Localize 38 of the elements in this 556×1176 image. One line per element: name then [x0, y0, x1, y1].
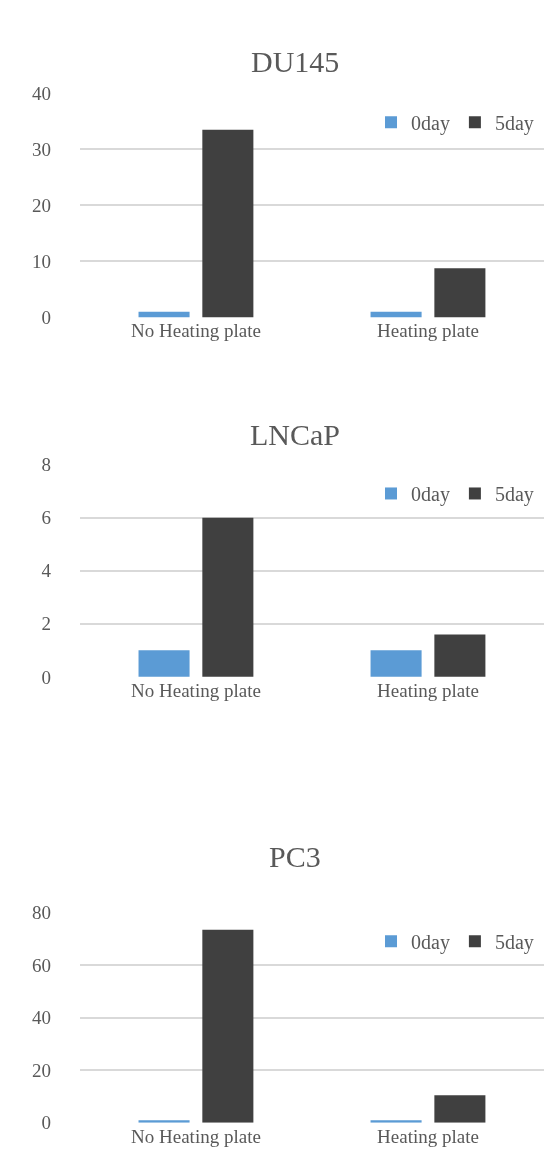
- y-tick-label: 0: [41, 307, 51, 329]
- legend-label: 5day: [494, 483, 534, 507]
- y-tick-label: 20: [31, 1059, 51, 1081]
- bar: [370, 650, 422, 677]
- y-tick-label: 0: [41, 666, 51, 688]
- bar: [202, 517, 254, 677]
- x-tick-label: Heating plate: [377, 320, 479, 342]
- y-tick-label: 60: [31, 954, 51, 976]
- bar: [202, 929, 254, 1123]
- bar: [434, 1095, 486, 1123]
- x-tick-label: No Heating plate: [131, 679, 261, 701]
- bar: [202, 129, 254, 318]
- y-tick-label: 8: [41, 454, 51, 476]
- legend-label: 5day: [494, 931, 534, 955]
- legend-label: 0day: [411, 112, 450, 136]
- chart-title: LNCaP: [250, 418, 340, 451]
- y-tick-label: 40: [31, 83, 51, 105]
- bar: [138, 650, 190, 677]
- legend-label: 0day: [411, 483, 450, 507]
- x-tick-label: Heating plate: [377, 1125, 479, 1147]
- chart-title: PC3: [269, 840, 321, 873]
- bar: [434, 268, 486, 318]
- x-tick-label: No Heating plate: [131, 320, 261, 342]
- y-tick-label: 40: [31, 1007, 51, 1029]
- y-tick-label: 0: [41, 1112, 51, 1134]
- y-tick-label: 4: [41, 560, 52, 582]
- y-tick-label: 30: [31, 139, 51, 161]
- y-tick-label: 80: [31, 902, 51, 924]
- bar: [434, 634, 486, 677]
- x-tick-label: No Heating plate: [131, 1125, 261, 1147]
- y-tick-label: 10: [31, 251, 51, 273]
- y-tick-label: 2: [41, 613, 51, 635]
- y-tick-label: 6: [41, 507, 51, 529]
- legend-label: 0day: [411, 931, 450, 955]
- legend-label: 5day: [494, 112, 534, 136]
- x-tick-label: Heating plate: [377, 679, 479, 701]
- chart-title: DU145: [251, 45, 340, 78]
- y-tick-label: 20: [31, 195, 51, 217]
